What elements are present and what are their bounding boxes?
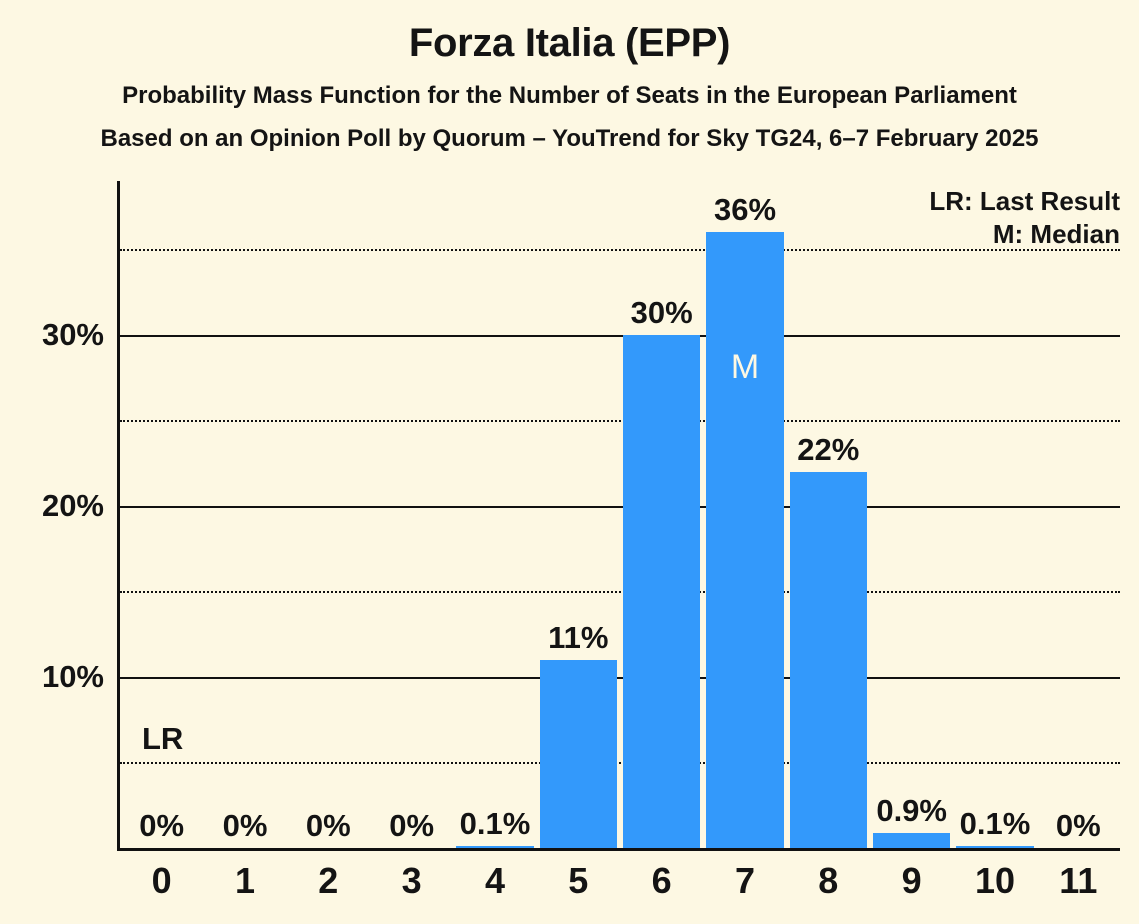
y-axis-tick-label: 20% <box>41 487 104 523</box>
gridline-major <box>120 334 1120 337</box>
gridline-minor <box>120 762 1120 765</box>
gridline-major <box>120 505 1120 508</box>
y-axis-tick-label: 10% <box>41 658 104 694</box>
bar-value-label: 22% <box>797 431 860 467</box>
bar-value-label: 0% <box>1055 808 1101 843</box>
last-result-marker: LR <box>142 721 184 757</box>
x-axis-tick-label: 5 <box>568 860 589 901</box>
x-axis-tick-label: 7 <box>734 860 755 901</box>
x-axis-tick-label: 3 <box>401 860 422 901</box>
bar-value-label: 36% <box>713 192 777 228</box>
bar <box>623 334 701 848</box>
x-axis-tick-label: 10 <box>974 860 1016 901</box>
bar-value-label: 0.1% <box>959 806 1031 842</box>
chart-subtitle: Probability Mass Function for the Number… <box>122 82 1017 109</box>
x-axis-tick-label: 4 <box>484 860 505 901</box>
x-axis-tick-label: 0 <box>151 860 172 901</box>
y-axis-labels: 10% 20% 30% <box>0 181 104 848</box>
legend-item-median: M: Median <box>992 219 1120 250</box>
page-title: Forza Italia (EPP) <box>408 21 731 65</box>
gridline-minor <box>120 591 1120 594</box>
gridline-major <box>120 676 1120 679</box>
x-axis-line <box>117 848 1120 851</box>
median-marker: M <box>730 348 760 387</box>
x-axis-tick-label: 2 <box>318 860 339 901</box>
bar-value-label: 0% <box>139 808 185 843</box>
legend-item-last-result: LR: Last Result <box>929 186 1120 216</box>
bar-value-label: 0% <box>305 808 351 843</box>
bar-value-label: 0% <box>389 808 435 843</box>
bar <box>956 846 1034 848</box>
bar-value-label: 0.1% <box>459 806 531 842</box>
bar <box>706 232 784 848</box>
bar-value-label: 0.9% <box>876 792 947 828</box>
bar-value-label: 0% <box>222 808 268 843</box>
bar <box>873 832 951 848</box>
x-axis-tick-label: 8 <box>818 860 839 901</box>
chart-source-line: Based on an Opinion Poll by Quorum – You… <box>100 125 1039 153</box>
x-axis-labels: 0 1 2 3 4 5 6 7 8 9 10 11 <box>120 862 1120 914</box>
x-axis-tick-label: 6 <box>651 860 672 901</box>
bar <box>539 659 617 848</box>
gridline-minor <box>120 249 1120 252</box>
gridline-minor <box>120 420 1120 423</box>
x-axis-tick-label: 11 <box>1059 860 1098 901</box>
bar <box>789 471 867 848</box>
title-block: Forza Italia (EPP) Probability Mass Func… <box>0 0 1139 151</box>
plot-area: 0% 0% 0% 0% 0.1% 11% 30% 36% 22% 0.9% 0.1% 0% M LR <box>117 181 1120 851</box>
bar-value-label: 30% <box>630 294 693 330</box>
bar-value-label: 11% <box>548 619 609 655</box>
y-axis-tick-label: 30% <box>41 316 104 352</box>
y-axis-line <box>117 181 120 848</box>
legend: LR: Last Result M: Median <box>929 185 1120 252</box>
x-axis-tick-label: 1 <box>234 860 255 901</box>
bar <box>456 846 534 848</box>
x-axis-tick-label: 9 <box>901 860 922 901</box>
